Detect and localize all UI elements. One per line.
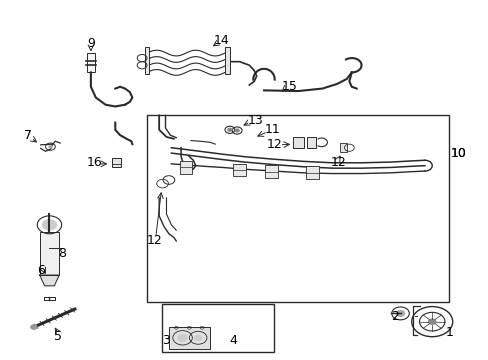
- Circle shape: [194, 335, 202, 341]
- Text: 6: 6: [37, 264, 44, 277]
- Bar: [339, 143, 346, 152]
- Bar: [233, 163, 245, 176]
- Bar: [306, 166, 319, 179]
- Text: 4: 4: [229, 334, 237, 347]
- Bar: [179, 161, 192, 174]
- Text: 10: 10: [450, 147, 466, 159]
- Text: 3: 3: [162, 334, 170, 347]
- Text: 7: 7: [23, 129, 31, 142]
- Circle shape: [427, 319, 435, 324]
- Polygon shape: [40, 275, 59, 286]
- Text: 14: 14: [213, 33, 228, 47]
- Circle shape: [395, 310, 404, 317]
- Text: 9: 9: [87, 36, 95, 50]
- Text: 1: 1: [445, 325, 452, 338]
- Text: 10: 10: [450, 147, 466, 159]
- Bar: [87, 53, 95, 72]
- Text: 12: 12: [146, 234, 162, 247]
- Circle shape: [30, 324, 37, 329]
- Bar: [144, 47, 149, 74]
- Circle shape: [48, 145, 52, 148]
- Text: 11: 11: [264, 123, 280, 136]
- Circle shape: [42, 220, 57, 230]
- Bar: [40, 232, 59, 275]
- Bar: [147, 116, 448, 302]
- Text: 16: 16: [87, 156, 102, 169]
- Text: 12: 12: [266, 138, 282, 151]
- Bar: [161, 304, 273, 352]
- Text: 13: 13: [247, 114, 263, 127]
- Circle shape: [227, 129, 231, 131]
- Text: 8: 8: [58, 247, 66, 260]
- Bar: [112, 158, 121, 167]
- Text: 2: 2: [390, 310, 398, 324]
- Bar: [168, 327, 210, 348]
- Bar: [306, 137, 315, 148]
- Circle shape: [177, 334, 187, 341]
- Bar: [293, 137, 304, 148]
- Text: 5: 5: [54, 330, 62, 343]
- Bar: [264, 165, 277, 178]
- Bar: [224, 47, 229, 74]
- Text: 12: 12: [329, 156, 346, 168]
- Circle shape: [235, 129, 239, 132]
- Text: 15: 15: [281, 80, 297, 93]
